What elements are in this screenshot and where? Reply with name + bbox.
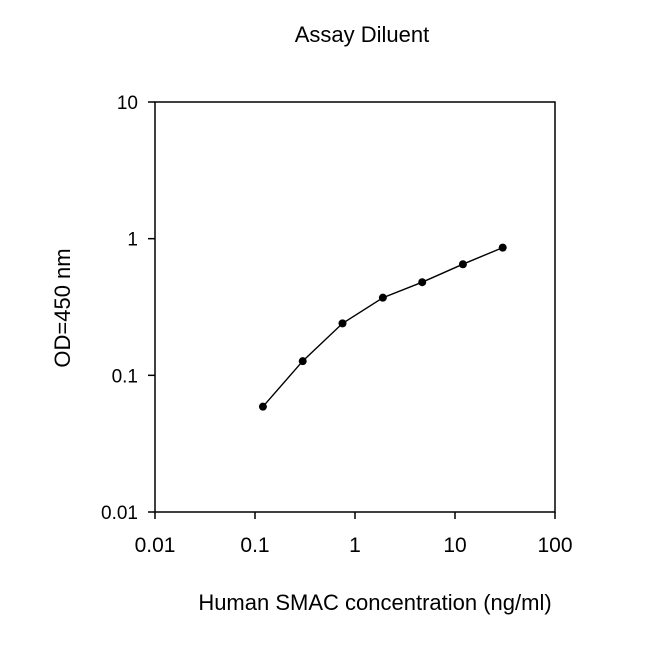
y-axis-label: OD=450 nm bbox=[50, 248, 75, 367]
y-tick-label: 1 bbox=[127, 230, 138, 251]
x-tick-label: 0.1 bbox=[240, 534, 269, 557]
chart-title: Assay Diluent bbox=[295, 22, 430, 47]
x-tick-label: 10 bbox=[443, 534, 466, 557]
data-point bbox=[458, 260, 467, 269]
data-point bbox=[378, 293, 387, 302]
x-tick-label: 0.01 bbox=[135, 534, 176, 557]
data-point bbox=[298, 357, 307, 366]
x-axis-label: Human SMAC concentration (ng/ml) bbox=[198, 590, 551, 615]
y-tick-label: 10 bbox=[117, 93, 138, 114]
plot-frame bbox=[154, 101, 556, 513]
y-tick-label: 0.01 bbox=[101, 503, 138, 524]
data-point bbox=[258, 402, 267, 411]
data-point bbox=[338, 319, 347, 328]
data-point bbox=[498, 243, 507, 252]
y-tick-label: 0.1 bbox=[112, 366, 138, 387]
data-point bbox=[418, 278, 427, 287]
series-line bbox=[262, 246, 503, 408]
x-tick-label: 100 bbox=[537, 534, 572, 557]
x-tick-label: 1 bbox=[349, 534, 361, 557]
